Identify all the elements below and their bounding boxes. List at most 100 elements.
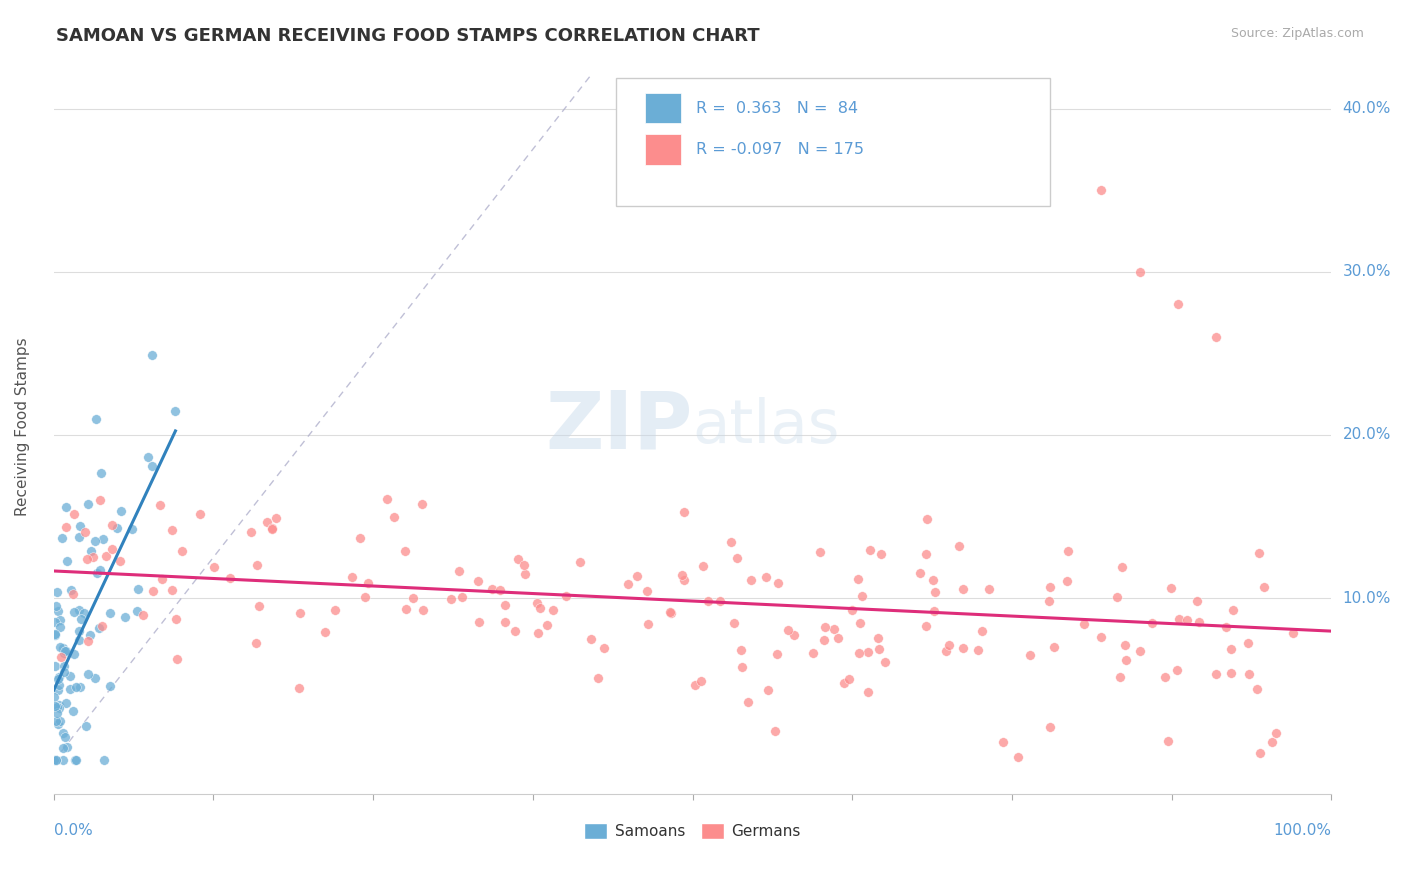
Point: [692, 559, 714, 574]
Point: [637, 617, 659, 632]
Point: [494, 615, 516, 629]
Point: [90, 619, 112, 633]
Point: [636, 583, 658, 598]
Point: [247, 599, 270, 614]
Point: [1007, 749, 1029, 764]
Point: [165, 612, 187, 626]
Point: [55, 500, 77, 514]
Point: [848, 646, 870, 660]
Point: [98, 607, 121, 621]
Point: [1215, 620, 1237, 634]
Point: [51, 531, 73, 545]
Point: [873, 655, 896, 669]
Point: [121, 522, 143, 536]
Point: [1090, 183, 1112, 197]
Point: [62, 587, 84, 601]
Point: [814, 620, 837, 634]
FancyBboxPatch shape: [616, 78, 1050, 206]
Point: [412, 602, 434, 616]
Point: [84, 411, 107, 425]
Point: [823, 622, 845, 636]
Point: [1129, 265, 1152, 279]
Point: [76, 552, 98, 566]
Point: [1220, 665, 1243, 680]
FancyBboxPatch shape: [645, 134, 681, 165]
Point: [188, 507, 211, 521]
Point: [86, 566, 108, 580]
Point: [46, 717, 69, 731]
Point: [59, 582, 82, 597]
Point: [725, 550, 748, 565]
Point: [48, 670, 70, 684]
Point: [1107, 590, 1129, 604]
Point: [46, 672, 69, 686]
Point: [82, 550, 104, 565]
Point: [512, 558, 534, 573]
Point: [52, 640, 75, 655]
Point: [382, 510, 405, 524]
Point: [45, 699, 67, 714]
Point: [91, 532, 114, 546]
Point: [1166, 664, 1188, 678]
Point: [245, 636, 267, 650]
Point: [48, 620, 70, 634]
Point: [671, 567, 693, 582]
Point: [138, 450, 160, 464]
Text: R =  0.363   N =  84: R = 0.363 N = 84: [696, 101, 859, 116]
Text: ZIP: ZIP: [546, 388, 693, 466]
Text: 100.0%: 100.0%: [1274, 823, 1331, 838]
Point: [593, 640, 616, 655]
Point: [52, 665, 75, 680]
Point: [683, 678, 706, 692]
Point: [394, 543, 416, 558]
Point: [568, 555, 591, 569]
Point: [44, 690, 66, 705]
Point: [45, 753, 67, 767]
Point: [529, 601, 551, 615]
Point: [1222, 603, 1244, 617]
Point: [63, 605, 86, 619]
Point: [44, 714, 66, 728]
Point: [1073, 617, 1095, 632]
Point: [1160, 582, 1182, 596]
Point: [84, 672, 107, 686]
Point: [617, 577, 640, 591]
Point: [440, 592, 463, 607]
Point: [527, 626, 550, 640]
Point: [1128, 643, 1150, 657]
Point: [1167, 297, 1189, 311]
Point: [1205, 666, 1227, 681]
Point: [447, 564, 470, 578]
Point: [395, 601, 418, 615]
Point: [846, 572, 869, 586]
Point: [765, 647, 787, 661]
Point: [170, 543, 193, 558]
Point: [162, 523, 184, 537]
Point: [160, 583, 183, 598]
Point: [59, 682, 82, 697]
Point: [468, 615, 491, 630]
Point: [65, 680, 87, 694]
Point: [720, 535, 742, 549]
Point: [856, 644, 879, 658]
Point: [75, 718, 97, 732]
Point: [1157, 733, 1180, 747]
Point: [673, 506, 696, 520]
Point: [914, 618, 936, 632]
Point: [1261, 735, 1284, 749]
Point: [98, 679, 121, 693]
Point: [349, 531, 371, 545]
Point: [952, 640, 974, 655]
Text: SAMOAN VS GERMAN RECEIVING FOOD STAMPS CORRELATION CHART: SAMOAN VS GERMAN RECEIVING FOOD STAMPS C…: [56, 27, 759, 45]
Point: [70, 612, 93, 626]
Point: [63, 753, 86, 767]
Point: [869, 547, 891, 561]
Point: [94, 549, 117, 564]
Point: [1142, 615, 1164, 630]
Point: [89, 492, 111, 507]
Point: [1111, 560, 1133, 574]
Point: [101, 517, 124, 532]
Point: [495, 598, 517, 612]
Point: [93, 753, 115, 767]
Text: 30.0%: 30.0%: [1343, 264, 1391, 279]
